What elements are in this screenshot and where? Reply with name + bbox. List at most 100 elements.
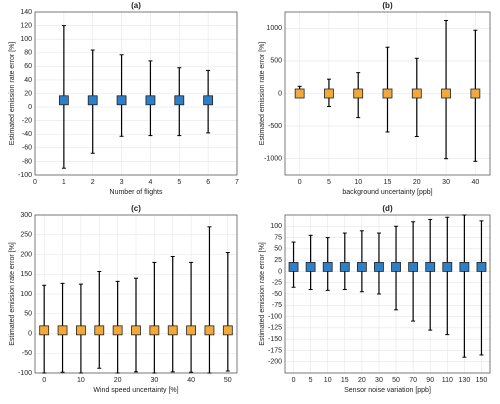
marker <box>425 262 436 272</box>
y-tick-label: 0 <box>28 104 32 111</box>
marker <box>116 95 127 106</box>
marker <box>222 325 233 336</box>
y-axis-label: Estimated emission rate error [%] <box>259 42 266 146</box>
y-tick-label: -150 <box>268 336 282 343</box>
y-tick-label: -100 <box>268 313 282 320</box>
marker <box>204 325 215 336</box>
x-tick-label: 6 <box>206 179 210 186</box>
x-tick-label: 10 <box>324 377 332 384</box>
x-tick-label: 110 <box>442 377 453 384</box>
y-tick-label: -125 <box>268 325 282 332</box>
x-tick-label: 50 <box>392 377 400 384</box>
plot-frame <box>34 11 238 176</box>
y-tick-label: 0 <box>278 268 282 275</box>
plot-frame <box>284 214 491 374</box>
marker <box>408 262 419 272</box>
x-tick-label: 15 <box>341 377 349 384</box>
marker <box>288 262 299 272</box>
x-axis-label: Number of flights <box>110 189 163 196</box>
x-tick-label: 15 <box>384 179 392 186</box>
x-tick-label: 20 <box>413 179 421 186</box>
y-tick-label: -75 <box>272 302 282 309</box>
marker <box>112 325 123 336</box>
y-tick-label: -175 <box>268 347 282 354</box>
marker <box>145 95 156 106</box>
x-axis-label: background uncertainty [ppb] <box>342 189 432 196</box>
marker <box>87 95 98 106</box>
y-tick-label: -80 <box>22 158 32 165</box>
y-tick-label: 50 <box>24 311 32 318</box>
x-tick-label: 20 <box>114 377 122 384</box>
marker <box>167 325 178 336</box>
marker <box>294 88 305 99</box>
marker <box>174 95 185 106</box>
x-tick-label: 5 <box>177 179 181 186</box>
x-tick-label: 0 <box>42 377 46 384</box>
y-tick-label: 120 <box>20 22 32 29</box>
x-tick-label: 130 <box>459 377 471 384</box>
marker <box>353 88 364 99</box>
x-tick-label: 40 <box>471 179 479 186</box>
marker <box>322 262 333 272</box>
y-tick-label: -500 <box>268 123 282 130</box>
marker <box>382 88 393 99</box>
y-tick-label: 150 <box>20 271 32 278</box>
x-tick-label: 150 <box>476 377 488 384</box>
marker <box>94 325 105 336</box>
panel-title: (d) <box>382 204 393 213</box>
marker <box>476 262 487 272</box>
y-tick-label: 60 <box>24 63 32 70</box>
x-axis-label: Wind speed uncertainty [%] <box>93 387 178 394</box>
x-tick-label: 5 <box>327 179 331 186</box>
y-tick-label: 80 <box>24 50 32 57</box>
x-tick-label: 1 <box>62 179 66 186</box>
x-tick-label: 10 <box>77 377 85 384</box>
marker <box>39 325 50 336</box>
marker <box>441 88 451 99</box>
y-axis-label: Estimated emission rate error [%] <box>9 242 16 346</box>
marker <box>203 95 214 106</box>
y-tick-label: -100 <box>18 370 32 377</box>
x-tick-label: 30 <box>375 377 383 384</box>
y-tick-label: 0 <box>278 90 282 97</box>
y-tick-label: 75 <box>274 234 282 241</box>
marker <box>339 262 350 272</box>
y-tick-label: 250 <box>20 232 32 239</box>
panel-title: (b) <box>382 1 393 10</box>
marker <box>186 325 196 336</box>
y-tick-label: -1000 <box>264 156 282 163</box>
marker <box>58 95 69 106</box>
y-tick-label: 100 <box>20 291 32 298</box>
x-tick-label: 7 <box>235 179 239 186</box>
marker <box>391 262 401 272</box>
x-tick-label: 0 <box>292 377 296 384</box>
x-tick-label: 5 <box>309 377 313 384</box>
y-tick-label: 40 <box>24 77 32 84</box>
marker <box>76 325 86 336</box>
x-axis-label: Sensor noise variation [ppb] <box>344 387 431 394</box>
marker <box>470 88 481 99</box>
x-tick-label: 30 <box>442 179 450 186</box>
plot-frame <box>34 214 238 374</box>
marker <box>149 325 160 336</box>
x-tick-label: 70 <box>409 377 417 384</box>
marker <box>324 88 334 99</box>
y-tick-label: -100 <box>18 172 32 179</box>
marker <box>411 88 422 99</box>
y-tick-label: 100 <box>20 36 32 43</box>
x-tick-label: 3 <box>120 179 124 186</box>
y-tick-label: 200 <box>20 251 32 258</box>
x-tick-label: 50 <box>224 377 232 384</box>
marker <box>356 262 367 272</box>
y-tick-label: 20 <box>24 90 32 97</box>
y-tick-label: 300 <box>20 212 32 219</box>
x-tick-label: 0 <box>33 179 37 186</box>
y-tick-label: -25 <box>272 280 282 287</box>
x-tick-label: 40 <box>187 377 195 384</box>
x-tick-label: 20 <box>358 377 366 384</box>
panel-title: (a) <box>131 1 141 10</box>
y-tick-label: 100 <box>270 223 282 230</box>
y-tick-label: -50 <box>22 350 32 357</box>
y-tick-label: -200 <box>268 359 282 366</box>
